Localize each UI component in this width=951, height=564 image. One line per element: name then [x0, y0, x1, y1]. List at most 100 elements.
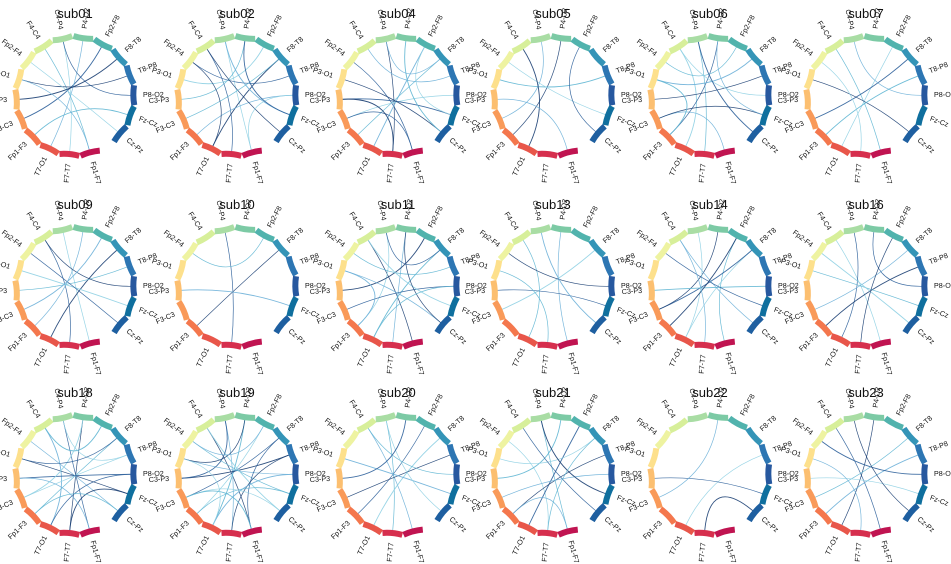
chord-link — [810, 477, 919, 495]
channel-label: C3-P3 — [621, 95, 642, 105]
channel-segment — [492, 300, 506, 321]
channel-label: C4-P4 — [214, 9, 227, 31]
channel-label: F8-T8 — [758, 414, 778, 433]
channel-label: Fp1-F3 — [329, 331, 352, 354]
channel-segment — [714, 526, 736, 538]
channel-segment — [23, 318, 42, 338]
channel-label: P4-O2 — [403, 198, 415, 220]
channel-label: Fp2-F8 — [581, 392, 600, 417]
chord-link — [385, 420, 442, 512]
channel-label: F8-T8 — [446, 226, 466, 245]
channel-label: Fp2-F4 — [323, 228, 347, 249]
channel-label: P8-O2 — [305, 469, 326, 478]
channel-label: C3-P3 — [777, 95, 798, 105]
channel-label: C3-P3 — [309, 286, 330, 296]
chord-link — [206, 48, 281, 133]
chord-panel: sub23Fp1-F7F7-T7T7-O1Fp1-F3F3-C3C3-P3P3-… — [777, 385, 951, 564]
channel-segment — [902, 124, 920, 144]
channel-segment — [110, 47, 128, 67]
panel-title: sub10 — [219, 197, 254, 212]
channel-segment — [727, 36, 748, 52]
channel-label: Cz-Pz — [448, 327, 469, 347]
channel-segment — [415, 227, 436, 243]
channel-segment — [346, 127, 365, 147]
channel-segment — [402, 338, 424, 350]
chord-link — [497, 419, 562, 479]
channel-label: P3-O1 — [0, 65, 11, 80]
chord-link — [62, 41, 132, 96]
channel-label: Fp2-F8 — [426, 13, 445, 38]
chord-link — [415, 46, 451, 116]
channel-segment — [335, 68, 348, 90]
channel-label: Cz-Pz — [448, 136, 469, 156]
channel-label: F4-C4 — [815, 210, 833, 232]
panel-title: sub07 — [848, 6, 883, 21]
channel-segment — [362, 521, 384, 536]
channel-segment — [759, 483, 772, 505]
channel-segment — [870, 338, 892, 350]
channel-segment — [214, 33, 236, 44]
channel-segment — [72, 33, 94, 42]
channel-segment — [272, 238, 290, 258]
channel-label: C3-P3 — [309, 95, 330, 105]
channel-segment — [185, 506, 204, 526]
channel-label: Fp1-F7 — [567, 160, 582, 185]
channel-label: Cz-Pz — [287, 327, 308, 347]
channel-label: P3-O1 — [151, 444, 174, 459]
channel-segment — [434, 124, 452, 144]
channel-segment — [863, 224, 885, 233]
channel-segment — [241, 526, 263, 538]
chord-link — [508, 61, 606, 116]
chord-link — [385, 420, 395, 531]
channel-label: T7-O1 — [823, 155, 840, 177]
channel-segment — [285, 64, 299, 86]
channel-label: T8-P8 — [928, 251, 950, 266]
channel-segment — [110, 426, 128, 446]
chord-link — [344, 458, 451, 495]
channel-label: P3-O1 — [0, 256, 11, 271]
chord-link — [853, 41, 923, 96]
channel-label: F8-T8 — [285, 35, 305, 54]
channel-segment — [176, 109, 190, 130]
channel-label: P4-O2 — [558, 198, 570, 220]
chord-link — [196, 487, 290, 515]
chord-link — [522, 239, 540, 338]
channel-label: Fp1-F3 — [6, 331, 29, 354]
channel-label: C4-P4 — [52, 200, 65, 222]
channel-segment — [588, 47, 606, 67]
channel-segment — [375, 412, 397, 423]
channel-segment — [12, 88, 20, 110]
chord-link — [860, 237, 893, 343]
channel-segment — [707, 33, 729, 42]
channel-segment — [111, 124, 129, 144]
chord-link — [21, 79, 90, 151]
channel-segment — [517, 142, 539, 157]
channel-segment — [850, 150, 872, 159]
channel-segment — [810, 241, 828, 262]
channel-label: F8-T8 — [123, 226, 143, 245]
chord-link — [30, 440, 119, 512]
channel-label: C3-P3 — [148, 95, 169, 105]
chord-link — [224, 41, 252, 151]
channel-label: P4-O2 — [242, 386, 254, 408]
channel-label: Fp1-F3 — [797, 331, 820, 354]
channel-label: F3-C3 — [0, 119, 14, 135]
channel-label: Fp2-F4 — [162, 416, 186, 437]
channel-label: Fp2-F8 — [426, 204, 445, 229]
channel-label: Fp1-F3 — [641, 140, 664, 163]
chord-link — [69, 488, 128, 531]
channel-segment — [12, 68, 25, 90]
channel-label: P8-O2 — [621, 90, 642, 99]
channel-label: P3-O1 — [312, 444, 335, 459]
channel-segment — [286, 295, 299, 317]
channel-label: P8-O2 — [466, 281, 487, 290]
chord-link — [853, 420, 910, 512]
channel-segment — [497, 429, 515, 450]
channel-segment — [447, 104, 460, 126]
channel-segment — [335, 279, 343, 301]
chord-link — [812, 270, 919, 307]
channel-label: Fp2-F4 — [0, 416, 24, 437]
chord-panel: sub14Fp1-F7F7-T7T7-O1Fp1-F3F3-C3C3-P3P3-… — [621, 197, 798, 376]
